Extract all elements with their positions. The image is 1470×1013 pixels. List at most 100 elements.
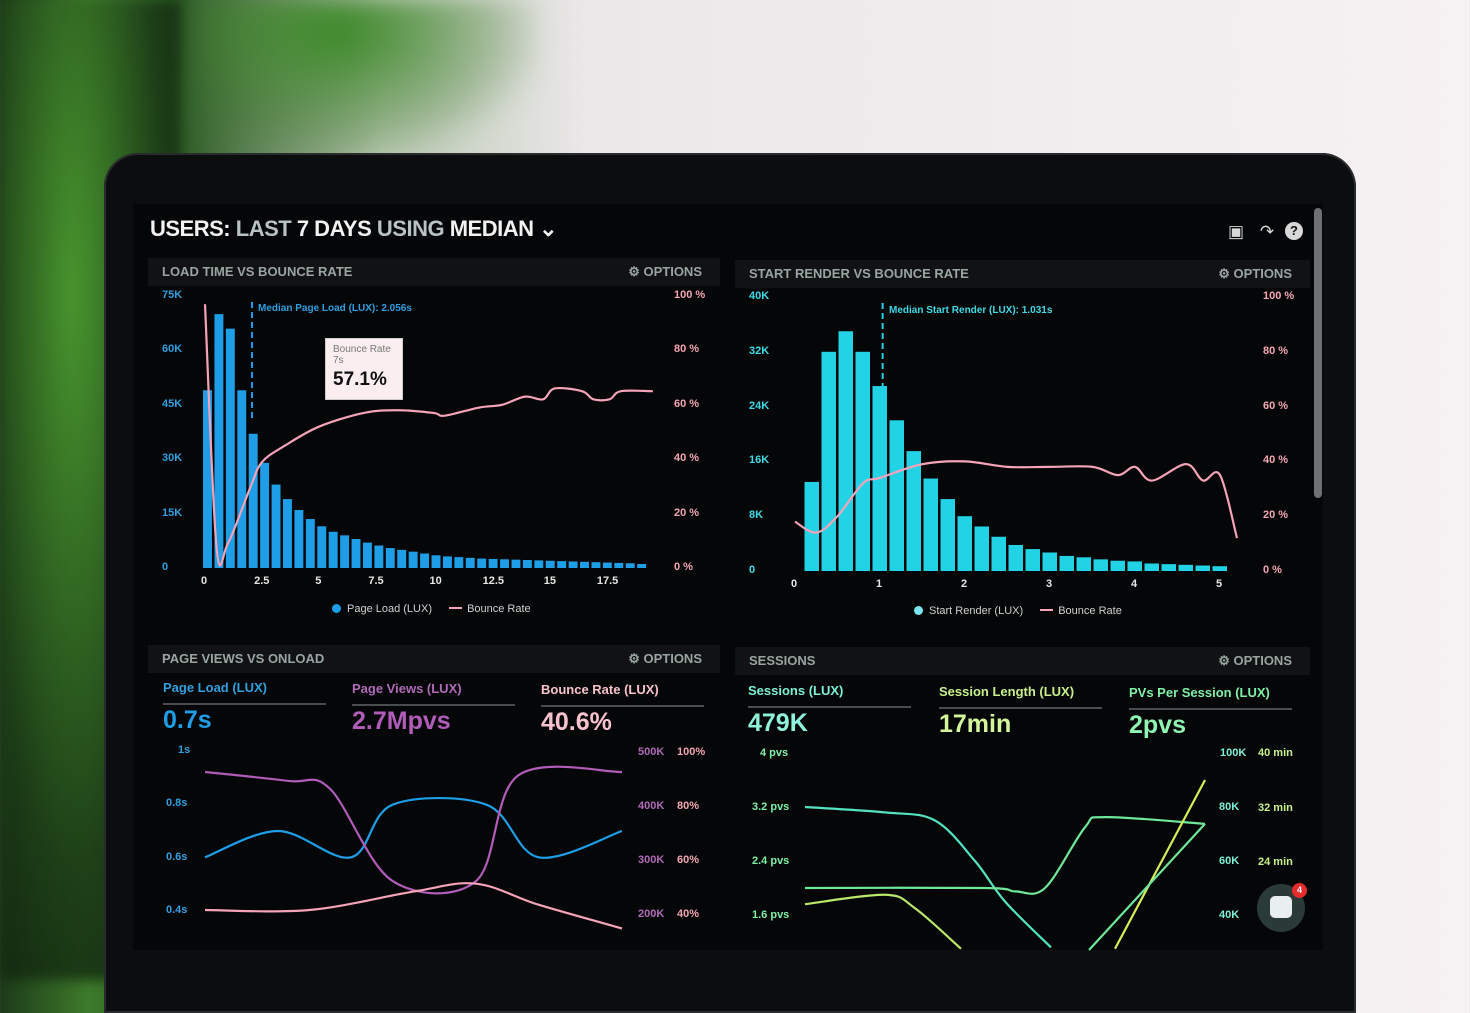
x-tick-label: 3	[1046, 578, 1053, 590]
series-line	[1088, 823, 1206, 951]
monitor-icon[interactable]: ▣	[1227, 222, 1245, 241]
y-tick-label: 45K	[162, 397, 183, 410]
y3-tick-label: 100%	[677, 746, 706, 758]
gear-icon: ⚙	[628, 651, 640, 666]
gear-icon: ⚙	[1218, 266, 1230, 281]
panel-title: SESSIONS	[749, 653, 816, 668]
x-tick-label: 0	[791, 578, 798, 590]
histogram-bar	[889, 420, 904, 571]
series-line	[1114, 779, 1206, 950]
metric-value: 0.7s	[163, 706, 212, 734]
histogram-bar	[271, 484, 281, 568]
x-tick-label: 10	[429, 575, 442, 587]
y2-tick-label: 80 %	[1263, 344, 1289, 357]
histogram-bar	[534, 560, 544, 568]
legend-item-bounce[interactable]: Bounce Rate	[435, 603, 531, 615]
histogram-bar	[362, 542, 372, 568]
metric-value: 2pvs	[1129, 711, 1186, 739]
x-tick-label: 17.5	[596, 575, 619, 587]
title-median: MEDIAN	[449, 216, 534, 241]
y2-tick-label: 100 %	[674, 289, 706, 301]
y-tick-label: 8K	[749, 509, 764, 522]
histogram-bar	[203, 390, 212, 568]
legend: Start Render (LUX) Bounce Rate	[914, 605, 1122, 617]
legend-item-start-render[interactable]: Start Render (LUX)	[914, 605, 1023, 617]
histogram-bar	[248, 433, 258, 568]
y-tick-label: 60K	[162, 343, 183, 356]
histogram-bar	[591, 562, 601, 568]
x-tick-label: 2.5	[254, 575, 270, 587]
y2-tick-label: 60 %	[1263, 399, 1289, 412]
histogram-bar	[1059, 555, 1074, 571]
histogram-bar	[1127, 561, 1142, 571]
histogram-bar	[328, 531, 338, 568]
histogram-bar	[580, 561, 589, 568]
histogram-bar	[568, 561, 578, 568]
share-icon[interactable]: ↷	[1259, 222, 1275, 241]
histogram-bar	[260, 462, 270, 568]
legend: Page Load (LUX) Bounce Rate	[332, 603, 531, 615]
x-tick-label: 1	[876, 578, 883, 590]
median-label: Median Page Load (LUX): 2.056s	[258, 303, 412, 314]
x-tick-label: 5	[315, 575, 322, 587]
chevron-down-icon[interactable]: ⌄	[539, 216, 558, 241]
y-tick-label: 15K	[162, 506, 183, 519]
histogram-bar	[1093, 559, 1108, 571]
histogram-bar	[454, 557, 464, 568]
histogram-bar	[1178, 564, 1193, 571]
histogram-bar	[237, 390, 247, 568]
histogram-bar	[488, 558, 498, 568]
legend-item-page-load[interactable]: Page Load (LUX)	[332, 603, 432, 615]
y-tick-label: 24K	[749, 399, 770, 412]
y-tick-label: 30K	[162, 452, 183, 465]
y2-tick-label: 40 %	[1263, 454, 1289, 467]
panel-header-render: START RENDER VS BOUNCE RATE ⚙ OPTIONS	[735, 260, 1310, 288]
charts-canvas	[203, 302, 1239, 951]
histogram-bar	[1144, 563, 1159, 571]
y2-tick-label: 60 %	[674, 397, 700, 410]
help-icon[interactable]: ?	[1285, 222, 1303, 240]
options-button[interactable]: ⚙ OPTIONS	[628, 651, 702, 666]
histogram-bar	[625, 563, 635, 568]
gear-icon: ⚙	[1218, 653, 1230, 668]
x-tick-label: 2	[961, 578, 968, 590]
metric-label: Session Length (LUX)	[939, 684, 1102, 709]
notification-badge: 4	[1292, 883, 1307, 898]
legend-item-bounce[interactable]: Bounce Rate	[1026, 605, 1122, 617]
page-title[interactable]: USERS: LAST 7 DAYS USING MEDIAN ⌄	[150, 216, 558, 242]
histogram-bar	[374, 545, 384, 568]
options-button[interactable]: ⚙ OPTIONS	[628, 264, 702, 279]
series-line	[204, 882, 623, 930]
panel-header-load: LOAD TIME VS BOUNCE RATE ⚙ OPTIONS	[148, 258, 720, 286]
y2-tick-label: 300K	[638, 854, 665, 866]
histogram-bar	[500, 559, 510, 568]
histogram-bar	[957, 516, 972, 571]
histogram-bar	[214, 314, 224, 568]
y3-tick-label: 80%	[677, 800, 700, 812]
series-line	[804, 816, 1206, 895]
chat-icon	[1270, 896, 1292, 918]
histogram-bar	[1042, 552, 1057, 571]
tooltip-value: 57.1%	[333, 369, 387, 390]
y2-tick-label: 100K	[1220, 747, 1247, 759]
histogram-bar	[1195, 565, 1210, 571]
options-button[interactable]: ⚙ OPTIONS	[1218, 266, 1292, 281]
y-tick-label: 1.6 pvs	[752, 909, 790, 921]
scrollbar[interactable]	[1314, 208, 1322, 498]
histogram-bar	[477, 558, 487, 568]
options-button[interactable]: ⚙ OPTIONS	[1218, 653, 1292, 668]
histogram-bar	[906, 451, 921, 571]
x-tick-label: 0	[201, 575, 208, 587]
metric-label: Sessions (LUX)	[748, 683, 911, 708]
background-leaves	[200, 0, 540, 160]
histogram-bar	[408, 551, 418, 568]
title-users: USERS:	[150, 216, 231, 241]
median-label: Median Start Render (LUX): 1.031s	[889, 305, 1053, 316]
histogram-bar	[385, 548, 395, 568]
histogram-bar	[557, 561, 567, 568]
histogram-bar	[1008, 544, 1023, 571]
y-tick-label: 4 pvs	[760, 747, 789, 759]
histogram-bar	[804, 481, 819, 571]
histogram-bar	[305, 519, 315, 568]
y2-tick-label: 20 %	[1263, 509, 1289, 522]
